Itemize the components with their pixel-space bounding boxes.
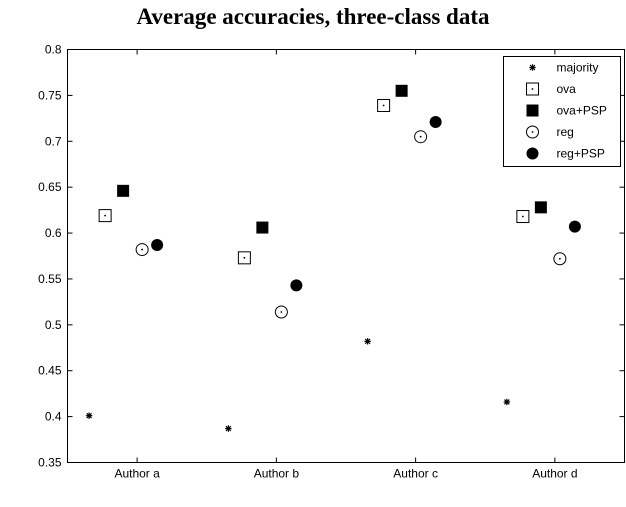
chart-title: Average accuracies, three-class data — [136, 4, 490, 29]
x-axis: Author a Author b Author c Author d — [114, 49, 578, 481]
data-points — [85, 84, 581, 432]
legend-label: ova — [557, 82, 577, 96]
point-reg-plus-psp-2 — [429, 116, 442, 129]
point-ova-3 — [516, 210, 530, 224]
point-reg-plus-psp-1 — [290, 279, 303, 292]
y-tick-label: 0.8 — [45, 43, 62, 57]
point-reg-1 — [274, 305, 288, 319]
point-majority-2 — [364, 338, 371, 345]
point-reg-plus-psp-0 — [151, 238, 164, 251]
legend-marker-0 — [529, 64, 536, 71]
x-tick-label: Author a — [114, 467, 160, 481]
legend: majority ova ova+PSP reg reg+PSP — [503, 56, 621, 167]
y-tick-label: 0.5 — [45, 318, 62, 332]
point-majority-3 — [503, 398, 511, 406]
y-axis: 0.35 0.4 0.45 0.5 0.55 0.6 0.65 0.7 0.75 0.8 — [38, 43, 625, 470]
point-majority-1 — [225, 425, 232, 432]
point-reg-0 — [135, 243, 149, 257]
legend-marker-3 — [526, 125, 539, 139]
x-tick-label: Author d — [532, 467, 577, 481]
y-tick-label: 0.55 — [38, 272, 62, 286]
legend-marker-2 — [526, 104, 539, 117]
point-reg-3 — [553, 252, 567, 266]
legend-label: majority — [557, 61, 599, 75]
y-tick-label: 0.75 — [38, 88, 62, 102]
point-ova-plus-psp-0 — [117, 184, 130, 197]
legend-label: ova+PSP — [557, 104, 607, 118]
point-reg-plus-psp-3 — [568, 220, 581, 233]
x-tick-label: Author b — [254, 467, 300, 481]
legend-marker-4 — [526, 147, 539, 160]
legend-label: reg — [557, 125, 574, 139]
point-reg-2 — [414, 130, 428, 144]
y-tick-label: 0.7 — [45, 134, 62, 148]
legend-marker-1 — [526, 82, 539, 96]
x-tick-label: Author c — [393, 467, 438, 481]
point-ova-0 — [98, 209, 112, 223]
point-majority-0 — [85, 412, 93, 419]
legend-box — [503, 56, 621, 167]
point-ova-2 — [377, 98, 391, 112]
point-ova-plus-psp-3 — [534, 201, 547, 214]
legend-label: reg+PSP — [557, 147, 605, 161]
point-ova-1 — [237, 251, 251, 265]
y-tick-label: 0.35 — [38, 456, 62, 470]
y-tick-label: 0.4 — [45, 410, 62, 424]
y-tick-label: 0.45 — [38, 364, 62, 378]
y-tick-label: 0.65 — [38, 180, 62, 194]
point-ova-plus-psp-1 — [256, 221, 269, 234]
point-ova-plus-psp-2 — [395, 84, 408, 97]
plot-frame — [67, 49, 625, 463]
y-tick-label: 0.6 — [45, 226, 62, 240]
